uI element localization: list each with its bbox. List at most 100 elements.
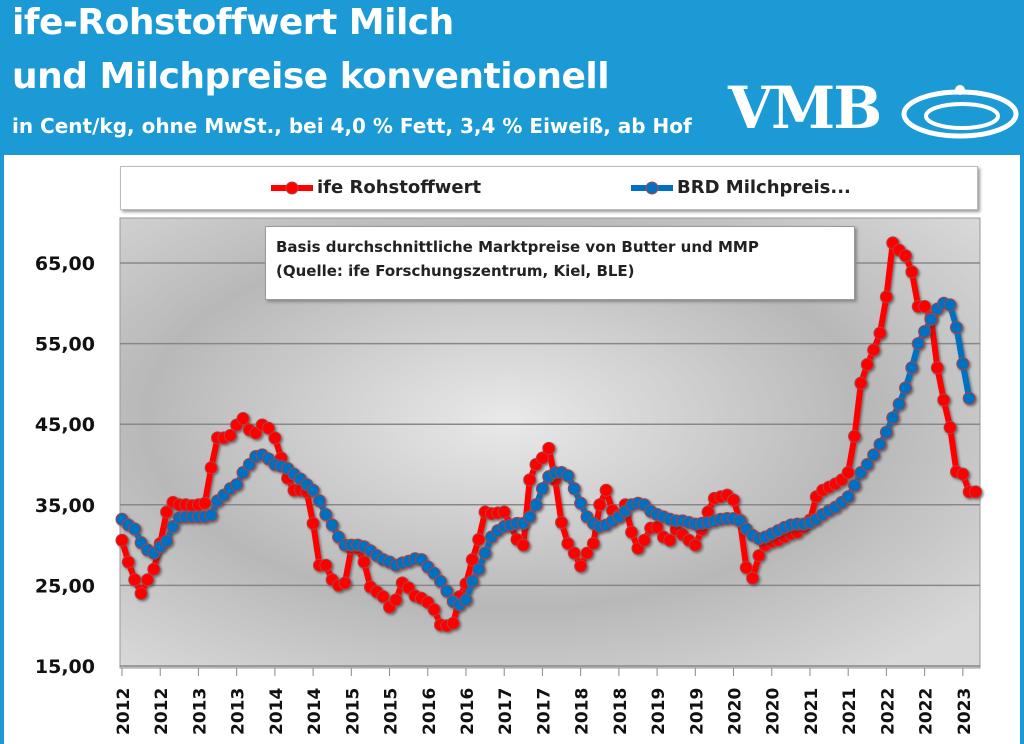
data-point [930, 361, 944, 375]
data-point [746, 571, 760, 585]
data-point [574, 559, 588, 573]
x-tick-label: 2022 [878, 688, 898, 735]
x-tick-label: 2017 [534, 688, 554, 735]
data-point [319, 507, 333, 521]
data-point [325, 518, 339, 532]
milk-splash-logo-icon [901, 85, 1019, 139]
data-point [899, 381, 913, 395]
data-point [160, 534, 174, 548]
x-tick-label: 2021 [802, 688, 822, 735]
data-point [427, 603, 441, 617]
legend-ife-marker-icon [271, 181, 313, 195]
data-point [905, 361, 919, 375]
data-point [688, 538, 702, 552]
data-point [312, 494, 326, 508]
subtitle: in Cent/kg, ohne MwSt., bei 4,0 % Fett, … [12, 114, 692, 138]
x-tick-label: 2015 [343, 688, 363, 735]
y-tick-label: 25,00 [35, 575, 95, 597]
data-point [567, 546, 581, 560]
x-tick-label: 2013 [229, 688, 249, 735]
data-point [943, 420, 957, 434]
data-point [535, 451, 549, 465]
data-point [561, 469, 575, 483]
data-point [911, 337, 925, 351]
x-tick-label: 2016 [420, 688, 440, 735]
data-point [160, 505, 174, 519]
title-line-2: und Milchpreise konventionell [12, 56, 610, 97]
data-point [886, 411, 900, 425]
data-point [937, 393, 951, 407]
data-point [147, 562, 161, 576]
data-point [535, 482, 549, 496]
data-point [306, 516, 320, 530]
data-point [727, 493, 741, 507]
x-tick-label: 2019 [687, 688, 707, 735]
data-point [739, 561, 753, 575]
data-point [567, 482, 581, 496]
data-point [523, 510, 537, 524]
data-point [434, 574, 447, 588]
data-point [497, 505, 511, 519]
legend-ife: ife Rohstoffwert [317, 177, 482, 198]
data-point [529, 498, 543, 512]
series-ife [115, 236, 983, 633]
data-point [752, 549, 766, 563]
data-point [949, 320, 963, 334]
data-point [848, 478, 862, 492]
data-point [166, 520, 180, 534]
data-point [848, 429, 862, 443]
x-tick-label: 2021 [840, 688, 860, 735]
data-point [892, 397, 906, 411]
x-tick-label: 2023 [955, 688, 975, 735]
annotation-line-1: Basis durchschnittliche Marktpreise von … [276, 238, 759, 256]
data-point [459, 593, 473, 607]
data-point [854, 376, 868, 390]
data-point [879, 425, 893, 439]
data-point [198, 496, 212, 510]
data-point [128, 522, 142, 536]
x-tick-label: 2018 [573, 688, 593, 735]
x-tick-label: 2019 [649, 688, 669, 735]
data-point [121, 555, 135, 569]
data-point [860, 458, 874, 471]
title-line-1: ife-Rohstoffwert Milch [12, 2, 454, 43]
data-point [943, 298, 957, 312]
data-point [969, 485, 983, 499]
data-point [472, 532, 486, 546]
data-point [262, 421, 276, 435]
data-point [338, 576, 352, 590]
data-point [599, 483, 613, 497]
data-point [879, 290, 893, 304]
data-point [962, 391, 976, 405]
data-point [625, 525, 639, 539]
legend-brd: BRD Milchpreis... [677, 177, 851, 198]
y-tick-label: 15,00 [35, 656, 95, 678]
y-tick-label: 45,00 [35, 414, 95, 436]
data-point [376, 590, 390, 604]
x-tick-label: 2013 [190, 688, 210, 735]
data-point [593, 498, 607, 512]
data-point [860, 358, 874, 372]
data-point [918, 325, 932, 339]
legend-brd-marker-icon [631, 181, 673, 195]
y-tick-label: 65,00 [35, 253, 95, 275]
header: ife-Rohstoffwert Milch und Milchpreise k… [0, 0, 1024, 152]
x-tick-label: 2020 [726, 688, 746, 735]
data-point [357, 555, 371, 569]
data-point [873, 326, 887, 340]
x-tick-label: 2012 [152, 688, 172, 735]
x-tick-label: 2016 [458, 688, 478, 735]
x-tick-label: 2022 [917, 688, 937, 735]
data-point [867, 448, 881, 462]
data-point [516, 538, 530, 552]
series-brd [115, 296, 976, 612]
x-tick-label: 2018 [611, 688, 631, 735]
data-point [637, 533, 651, 547]
data-point [440, 584, 454, 598]
data-point [306, 483, 320, 497]
vmb-logo: VMB [728, 74, 882, 142]
x-tick-label: 2015 [382, 688, 402, 735]
data-point [867, 343, 881, 357]
data-point [956, 357, 970, 371]
data-point [586, 536, 600, 550]
